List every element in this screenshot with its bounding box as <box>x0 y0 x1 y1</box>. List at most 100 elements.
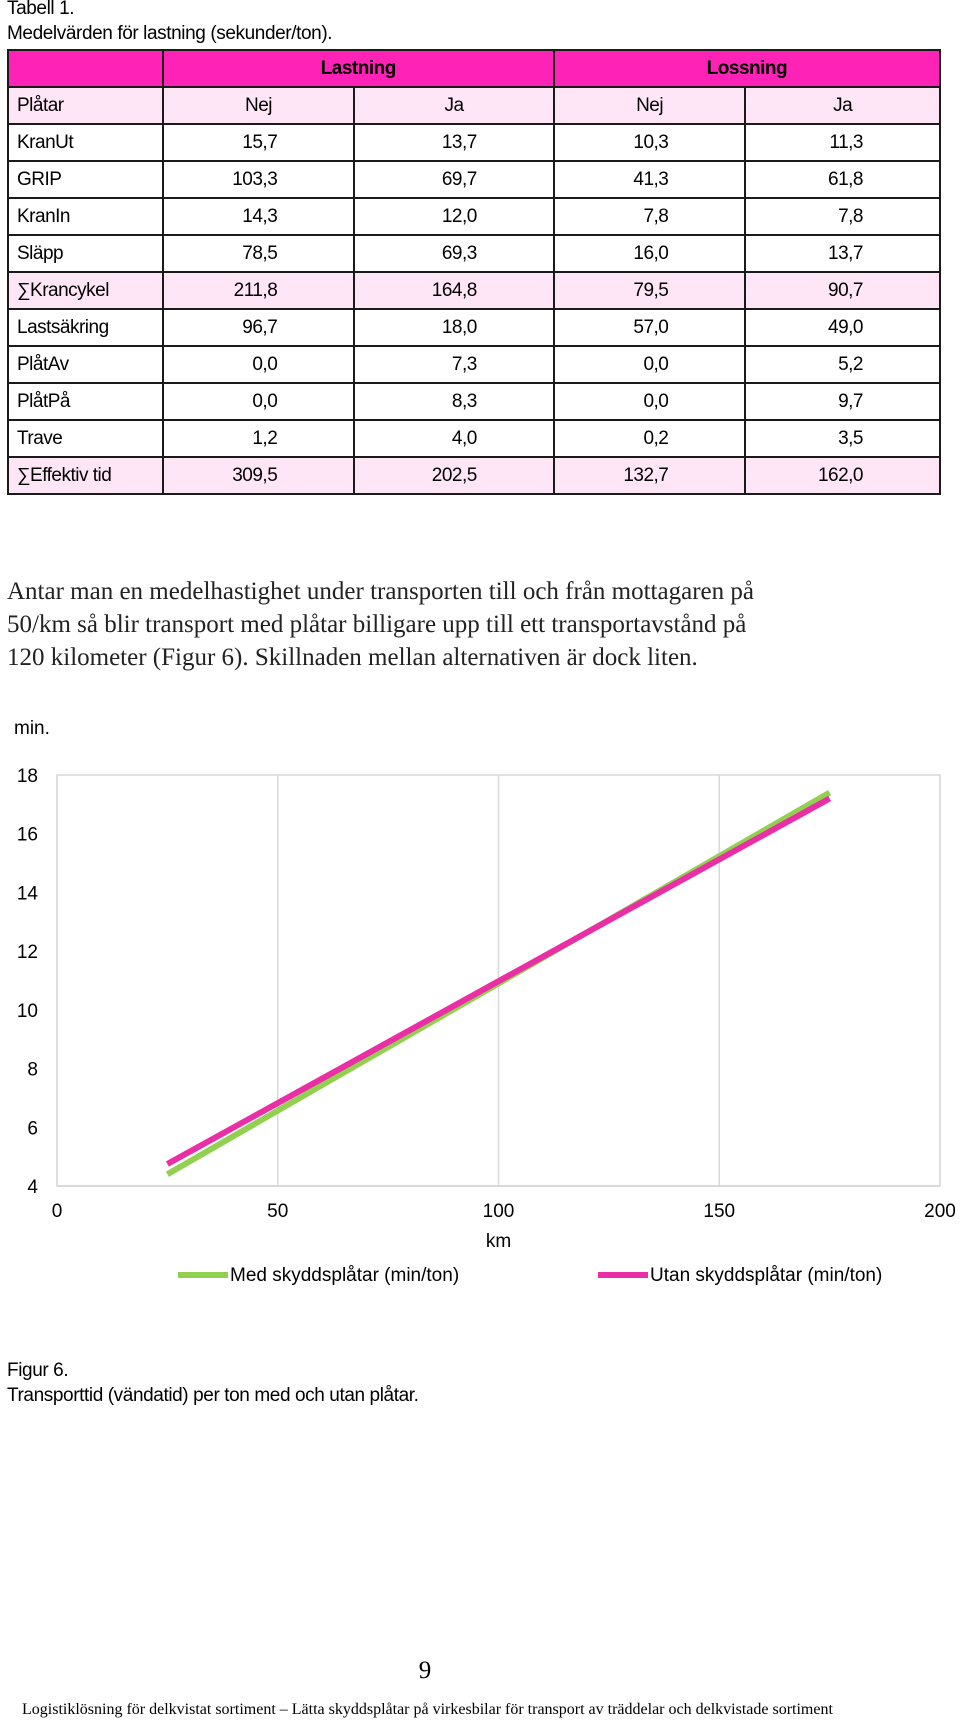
table-row: PlåtAv 0,0 7,3 0,0 5,2 <box>7 345 941 384</box>
y-tick-label: 18 <box>17 766 38 787</box>
table-cell: 7,8 <box>744 197 941 236</box>
table-corner-cell <box>7 49 164 88</box>
table-row: KranIn 14,3 12,0 7,8 7,8 <box>7 197 941 236</box>
table-cell: 162,0 <box>744 456 941 495</box>
table-row: KranUt 15,7 13,7 10,3 11,3 <box>7 123 941 162</box>
x-tick-label: 200 <box>924 1201 956 1222</box>
row-label: ∑Effektiv tid <box>7 456 164 495</box>
figure-caption-label: Figur 6. <box>7 1360 69 1381</box>
table-cell: 13,7 <box>744 234 941 273</box>
table-row: Släpp 78,5 69,3 16,0 13,7 <box>7 234 941 273</box>
table-cell: 0,0 <box>161 345 356 384</box>
subheader-cell: Nej <box>161 86 356 125</box>
table-cell: 16,0 <box>552 234 747 273</box>
x-tick-label: 100 <box>483 1201 515 1222</box>
table-cell: 211,8 <box>161 271 356 310</box>
table-cell: 41,3 <box>552 160 747 199</box>
table-row: PlåtPå 0,0 8,3 0,0 9,7 <box>7 382 941 421</box>
table-cell: 0,0 <box>552 382 747 421</box>
figure-caption-text: Transporttid (vändatid) per ton med och … <box>7 1385 419 1406</box>
table-row: ∑Krancykel 211,8 164,8 79,5 90,7 <box>7 271 941 310</box>
group-header-lastning: Lastning <box>161 49 555 88</box>
table-row: Trave 1,2 4,0 0,2 3,5 <box>7 419 941 458</box>
y-tick-label: 8 <box>27 1060 38 1081</box>
table-cell: 5,2 <box>744 345 941 384</box>
table-cell: 0,2 <box>552 419 747 458</box>
table-cell: 7,3 <box>353 345 555 384</box>
group-header-lossning: Lossning <box>552 49 942 88</box>
table-cell: 10,3 <box>552 123 747 162</box>
table-cell: 309,5 <box>161 456 356 495</box>
page-number: 9 <box>418 1657 432 1684</box>
legend-label-1: Med skyddsplåtar (min/ton) <box>230 1265 459 1286</box>
x-axis-label: km <box>486 1231 511 1252</box>
line-chart: 4 6 8 10 12 14 16 18 0 50 100 150 200 min. km Med skydd… <box>14 718 956 1286</box>
table-row: GRIP 103,3 69,7 41,3 61,8 <box>7 160 941 199</box>
subheader-label: Plåtar <box>7 86 164 125</box>
x-tick-label: 50 <box>267 1201 288 1222</box>
table-cell: 9,7 <box>744 382 941 421</box>
table-cell: 0,0 <box>161 382 356 421</box>
table-cell: 164,8 <box>353 271 555 310</box>
table-cell: 15,7 <box>161 123 356 162</box>
row-label: GRIP <box>7 160 164 199</box>
table-cell: 69,3 <box>353 234 555 273</box>
subheader-cell: Nej <box>552 86 747 125</box>
table-cell: 61,8 <box>744 160 941 199</box>
y-axis-label: min. <box>14 718 50 739</box>
table-caption-text: Medelvärden för lastning (sekunder/ton). <box>7 23 333 44</box>
table-cell: 7,8 <box>552 197 747 236</box>
table-cell: 0,0 <box>552 345 747 384</box>
data-table: Lastning Lossning Plåtar Nej Ja Nej Ja KranUt 15… <box>7 49 942 495</box>
row-label: Släpp <box>7 234 164 273</box>
table-cell: 13,7 <box>353 123 555 162</box>
subheader-cell: Ja <box>353 86 555 125</box>
table-cell: 202,5 <box>353 456 555 495</box>
table-cell: 90,7 <box>744 271 941 310</box>
table-cell: 49,0 <box>744 308 941 347</box>
table-cell: 69,7 <box>353 160 555 199</box>
body-paragraph: Antar man en medelhastighet under transp… <box>7 575 937 674</box>
table-row: Lastsäkring 96,7 18,0 57,0 49,0 <box>7 308 941 347</box>
page-footer: Logistiklösning för delkvistat sortiment… <box>22 1701 833 1718</box>
figure-caption: Figur 6. Transporttid (vändatid) per ton… <box>7 1358 419 1408</box>
table-cell: 11,3 <box>744 123 941 162</box>
table-cell: 78,5 <box>161 234 356 273</box>
row-label: ∑Krancykel <box>7 271 164 310</box>
table-cell: 57,0 <box>552 308 747 347</box>
row-label: Trave <box>7 419 164 458</box>
table-cell: 1,2 <box>161 419 356 458</box>
body-line: Antar man en medelhastighet under transp… <box>7 578 754 605</box>
y-tick-label: 16 <box>17 825 38 846</box>
table-cell: 96,7 <box>161 308 356 347</box>
subheader-cell: Ja <box>744 86 941 125</box>
row-label: Lastsäkring <box>7 308 164 347</box>
table-cell: 14,3 <box>161 197 356 236</box>
body-line: 50/km så blir transport med plåtar billi… <box>7 611 747 638</box>
y-tick-label: 12 <box>17 942 38 963</box>
table-row: ∑Effektiv tid 309,5 202,5 132,7 162,0 <box>7 456 941 495</box>
row-label: PlåtAv <box>7 345 164 384</box>
table-cell: 12,0 <box>353 197 555 236</box>
table-cell: 8,3 <box>353 382 555 421</box>
table-cell: 79,5 <box>552 271 747 310</box>
table-cell: 103,3 <box>161 160 356 199</box>
table-cell: 3,5 <box>744 419 941 458</box>
y-tick-label: 14 <box>17 883 39 904</box>
table-cell: 132,7 <box>552 456 747 495</box>
legend-label-2: Utan skyddsplåtar (min/ton) <box>650 1265 882 1286</box>
table-caption: Tabell 1. Medelvärden för lastning (seku… <box>7 0 333 46</box>
y-tick-label: 4 <box>27 1177 38 1198</box>
body-line: 120 kilometer (Figur 6). Skillnaden mell… <box>7 644 698 671</box>
table-cell: 18,0 <box>353 308 555 347</box>
table-caption-label: Tabell 1. <box>7 0 75 19</box>
y-tick-label: 6 <box>27 1118 38 1139</box>
row-label: PlåtPå <box>7 382 164 421</box>
x-tick-label: 150 <box>703 1201 735 1222</box>
row-label: KranUt <box>7 123 164 162</box>
y-tick-label: 10 <box>17 1001 38 1022</box>
series-line-2 <box>165 795 832 1167</box>
table-cell: 4,0 <box>353 419 555 458</box>
x-tick-label: 0 <box>52 1201 63 1222</box>
row-label: KranIn <box>7 197 164 236</box>
